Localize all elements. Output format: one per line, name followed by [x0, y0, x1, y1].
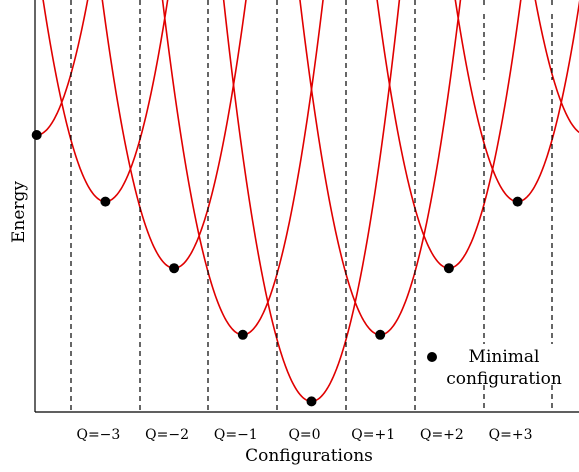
energy-curve-q2: [376, 0, 522, 270]
x-tick-label: Q=−1: [214, 427, 258, 443]
minimum-point-q-4: [31, 130, 42, 140]
x-tick-label: Q=+1: [351, 427, 395, 443]
axes-frame: [34, 0, 579, 413]
x-tick-label: Q=0: [288, 427, 320, 443]
x-tick-label: Q=−2: [145, 427, 189, 443]
legend-label-line2: configuration: [446, 369, 562, 389]
energy-curve-q0: [222, 0, 401, 403]
energy-curve-q-3: [42, 0, 169, 203]
energy-curve-q-1: [161, 0, 324, 336]
legend-marker: [427, 352, 437, 362]
minimum-point-q0: [306, 396, 317, 407]
minimum-point-q-2: [169, 263, 180, 274]
minimum-point-q1: [375, 329, 386, 340]
x-axis-title: Configurations: [245, 446, 373, 466]
x-tick-label: Q=−3: [76, 427, 120, 443]
x-tick-labels: Q=−3 Q=−2 Q=−1 Q=0 Q=+1 Q=+2 Q=+3: [76, 427, 532, 443]
minima-points: [31, 130, 523, 407]
energy-curve-q-2: [101, 0, 247, 270]
minimum-point-q3: [512, 196, 523, 207]
y-axis-title: Energy: [9, 181, 29, 243]
minimum-point-q-3: [100, 196, 111, 207]
legend-label-line1: Minimal: [469, 347, 540, 367]
x-tick-label: Q=+3: [489, 427, 533, 443]
energy-curve-q1: [299, 0, 462, 336]
energy-curve-q4: [534, 0, 579, 134]
legend: Minimal configuration: [427, 347, 562, 389]
sector-dividers: [70, 0, 553, 412]
x-tick-label: Q=+2: [420, 427, 464, 443]
minimum-point-q-1: [237, 329, 248, 340]
energy-curves: [35, 0, 579, 403]
minimum-point-q2: [443, 263, 454, 274]
